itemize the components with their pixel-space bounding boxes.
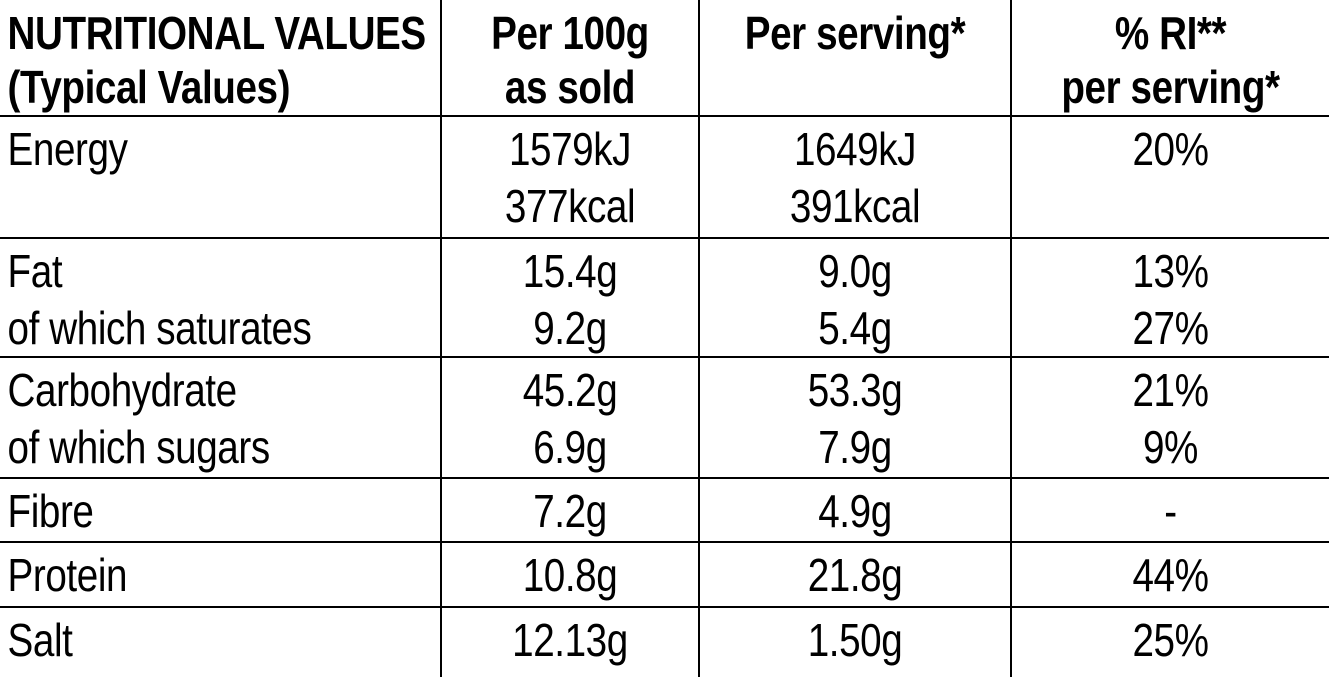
table-row: Protein 10.8g 21.8g 44% <box>0 543 1329 608</box>
row-cell-label: Protein <box>0 543 440 606</box>
row-cell-per-serving: 1649kJ 391kcal <box>698 117 1010 237</box>
row-cell-label: Energy <box>0 117 440 237</box>
value-line: 9.0g <box>818 245 892 297</box>
value-line: 13% <box>1132 245 1209 297</box>
table-header-row: NUTRITIONAL VALUES (Typical Values) Per … <box>0 0 1329 117</box>
header-per-serving-line: Per serving* <box>744 7 966 59</box>
value-line: 12.13g <box>512 614 628 666</box>
value-line: 4.9g <box>818 485 892 537</box>
table-row: Carbohydrate of which sugars 45.2g 6.9g 53.3… <box>0 358 1329 479</box>
value-line: Carbohydrate <box>7 364 238 416</box>
value-line: 21.8g <box>807 549 903 601</box>
row-cell-per-serving: 1.50g <box>698 608 1010 677</box>
value-line: - <box>1164 485 1177 537</box>
value-line: of which sugars <box>7 421 271 473</box>
value-line: Energy <box>7 123 128 175</box>
row-cell-ri: - <box>1010 479 1329 541</box>
row-cell-label: Fat of which saturates <box>0 239 440 356</box>
row-cell-ri: 25% <box>1010 608 1329 677</box>
header-cell-label: NUTRITIONAL VALUES (Typical Values) <box>0 0 440 115</box>
header-per-100g-line2: as sold <box>504 61 636 113</box>
row-cell-per-100g: 1579kJ 377kcal <box>440 117 698 237</box>
value-line: 10.8g <box>522 549 618 601</box>
value-line: Protein <box>7 549 128 601</box>
value-line: 377kcal <box>504 180 636 232</box>
row-cell-per-100g: 12.13g <box>440 608 698 677</box>
value-line: 20% <box>1132 123 1209 175</box>
value-line: 1649kJ <box>793 123 917 175</box>
row-cell-ri: 44% <box>1010 543 1329 606</box>
header-title-line2: (Typical Values) <box>7 61 291 113</box>
value-line: 45.2g <box>522 364 618 416</box>
value-line: 6.9g <box>533 421 607 473</box>
value-line: 44% <box>1132 549 1209 601</box>
value-line: 15.4g <box>522 245 618 297</box>
table-row: Fat of which saturates 15.4g 9.2g 9.0g 5.4g 13… <box>0 239 1329 358</box>
value-line: 1.50g <box>807 614 903 666</box>
value-line: Fibre <box>7 485 94 537</box>
value-line: 25% <box>1132 614 1209 666</box>
row-cell-per-100g: 10.8g <box>440 543 698 606</box>
row-cell-label: Salt <box>0 608 440 677</box>
row-cell-per-100g: 7.2g <box>440 479 698 541</box>
header-cell-per-100g: Per 100g as sold <box>440 0 698 115</box>
row-cell-per-serving: 21.8g <box>698 543 1010 606</box>
value-line: 7.9g <box>818 421 892 473</box>
row-cell-label: Carbohydrate of which sugars <box>0 358 440 477</box>
table-row: Salt 12.13g 1.50g 25% <box>0 608 1329 677</box>
value-line: 7.2g <box>533 485 607 537</box>
header-cell-ri: % RI** per serving* <box>1010 0 1329 115</box>
value-line: 391kcal <box>789 180 921 232</box>
table-row: Fibre 7.2g 4.9g - <box>0 479 1329 543</box>
value-line: 53.3g <box>807 364 903 416</box>
header-ri-line1: % RI** <box>1114 7 1227 59</box>
header-title-line1: NUTRITIONAL VALUES <box>7 7 427 59</box>
value-line: of which saturates <box>7 302 312 354</box>
row-cell-label: Fibre <box>0 479 440 541</box>
row-cell-per-100g: 45.2g 6.9g <box>440 358 698 477</box>
value-line: 27% <box>1132 302 1209 354</box>
table-row: Energy 1579kJ 377kcal 1649kJ 391kcal 20% <box>0 117 1329 239</box>
value-line: Salt <box>7 614 73 666</box>
row-cell-per-100g: 15.4g 9.2g <box>440 239 698 356</box>
value-line: 9.2g <box>533 302 607 354</box>
value-line: 1579kJ <box>508 123 632 175</box>
row-cell-per-serving: 4.9g <box>698 479 1010 541</box>
value-line: Fat <box>7 245 63 297</box>
row-cell-per-serving: 53.3g 7.9g <box>698 358 1010 477</box>
row-cell-ri: 21% 9% <box>1010 358 1329 477</box>
row-cell-per-serving: 9.0g 5.4g <box>698 239 1010 356</box>
header-per-100g-line1: Per 100g <box>491 7 649 59</box>
header-cell-per-serving: Per serving* <box>698 0 1010 115</box>
value-line: 5.4g <box>818 302 892 354</box>
row-cell-ri: 13% 27% <box>1010 239 1329 356</box>
value-line: 9% <box>1142 421 1198 473</box>
value-line: 21% <box>1132 364 1209 416</box>
header-ri-line2: per serving* <box>1061 61 1280 113</box>
row-cell-ri: 20% <box>1010 117 1329 237</box>
